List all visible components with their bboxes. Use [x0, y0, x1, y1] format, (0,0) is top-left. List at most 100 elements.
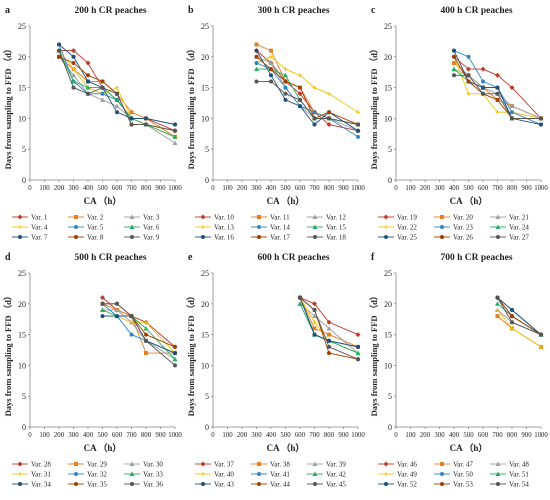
data-point	[298, 73, 302, 78]
legend-label: Var. 46	[397, 461, 417, 469]
data-point	[269, 67, 273, 72]
x-tick-label: 1000	[168, 432, 182, 439]
x-tick-label: 400	[266, 432, 277, 439]
legend-entry: Var. 6	[124, 224, 160, 232]
legend-entry: Var. 44	[251, 481, 290, 489]
data-point	[254, 60, 259, 65]
x-tick-label: 900	[338, 432, 349, 439]
legend-label: Var. 8	[87, 234, 104, 242]
data-point	[495, 91, 500, 96]
data-point	[356, 134, 360, 139]
data-point	[172, 140, 178, 146]
legend-label: Var. 13	[214, 224, 234, 232]
legend-label: Var. 42	[326, 471, 346, 479]
legend-entry: Var. 22	[378, 224, 417, 232]
data-point	[114, 103, 120, 109]
series-line	[453, 50, 542, 126]
legend-entry: Var. 32	[68, 471, 107, 479]
legend-swatch-marker	[257, 225, 261, 229]
legend-entry: Var. 37	[195, 461, 234, 469]
legend-swatch-marker	[129, 224, 135, 229]
legend-swatch-marker	[383, 461, 389, 467]
data-point	[495, 295, 500, 300]
legend-entry: Var. 16	[195, 234, 234, 242]
data-point	[144, 338, 148, 343]
data-point	[283, 79, 288, 84]
x-tick-label: 800	[507, 185, 518, 192]
series-line	[256, 56, 359, 126]
series-line	[453, 68, 542, 119]
legend-entry: Var. 40	[195, 471, 234, 479]
data-point	[129, 332, 134, 337]
legend-entry: Var. 41	[251, 471, 290, 479]
data-point	[312, 110, 317, 115]
legend-swatch-marker	[312, 224, 318, 229]
data-point	[539, 332, 543, 337]
legend-swatch-marker	[384, 472, 388, 476]
y-axis-label: Days from sampling to FFD （d）	[369, 45, 379, 170]
x-tick-label: 400	[83, 432, 94, 439]
x-axis-label: CA （h）	[84, 196, 122, 206]
data-point	[100, 295, 105, 301]
legend-label: Var. 14	[270, 224, 290, 232]
data-point	[495, 97, 500, 102]
data-point	[451, 66, 457, 72]
data-point	[254, 79, 259, 84]
x-tick-label: 700	[309, 185, 320, 192]
x-tick-label: 800	[324, 432, 335, 439]
x-tick-label: 0	[211, 185, 215, 192]
data-point	[327, 116, 331, 121]
x-tick-label: 500	[280, 432, 291, 439]
y-axis-label: Days from sampling to FFD （d）	[186, 292, 196, 417]
legend-label: Var. 15	[326, 224, 346, 232]
legend-label: Var. 4	[31, 224, 48, 232]
x-tick-label: 800	[324, 185, 335, 192]
data-point	[452, 73, 456, 78]
x-tick-label: 300	[68, 185, 79, 192]
legend-label: Var. 24	[509, 224, 529, 232]
x-tick-label: 100	[39, 432, 50, 439]
legend-swatch-marker	[74, 215, 78, 219]
x-tick-label: 100	[222, 432, 233, 439]
data-point	[510, 116, 514, 121]
legend-swatch-marker	[201, 235, 205, 239]
x-tick-label: 200	[54, 432, 65, 439]
data-point	[129, 110, 134, 115]
data-point	[115, 91, 119, 96]
panel-letter: b	[188, 5, 194, 16]
y-tick-label: 20	[18, 53, 26, 62]
x-tick-label: 0	[28, 185, 32, 192]
chart-title: 300 h CR peaches	[257, 6, 329, 16]
y-tick-label: 15	[18, 331, 26, 340]
x-tick-label: 600	[478, 185, 489, 192]
data-point	[297, 91, 303, 97]
data-point	[283, 91, 288, 96]
data-point	[510, 110, 514, 115]
data-point	[327, 332, 331, 337]
x-tick-label: 300	[434, 432, 445, 439]
legend-label: Var. 9	[143, 234, 160, 242]
legend-entry: Var. 51	[490, 471, 529, 479]
legend-swatch-marker	[18, 482, 22, 486]
legend-swatch-marker	[440, 225, 444, 229]
data-point	[100, 91, 105, 96]
legend-entry: Var. 1	[12, 214, 48, 222]
x-tick-label: 900	[521, 185, 532, 192]
legend-label: Var. 33	[143, 471, 163, 479]
legend-label: Var. 29	[87, 461, 107, 469]
y-tick-label: 25	[201, 269, 209, 278]
data-point	[173, 128, 177, 133]
data-point	[115, 301, 119, 306]
legend-label: Var. 48	[509, 461, 529, 469]
x-axis-label: CA （h）	[450, 196, 488, 206]
y-tick-label: 10	[18, 361, 26, 370]
data-point	[466, 66, 471, 72]
y-tick-label: 20	[384, 53, 392, 62]
legend-swatch-marker	[18, 225, 22, 229]
x-tick-label: 500	[97, 432, 108, 439]
legend-label: Var. 43	[214, 481, 234, 489]
y-tick-label: 0	[205, 423, 209, 432]
legend-swatch-marker	[495, 471, 501, 476]
legend-swatch-marker	[440, 235, 444, 239]
data-point	[71, 54, 76, 59]
